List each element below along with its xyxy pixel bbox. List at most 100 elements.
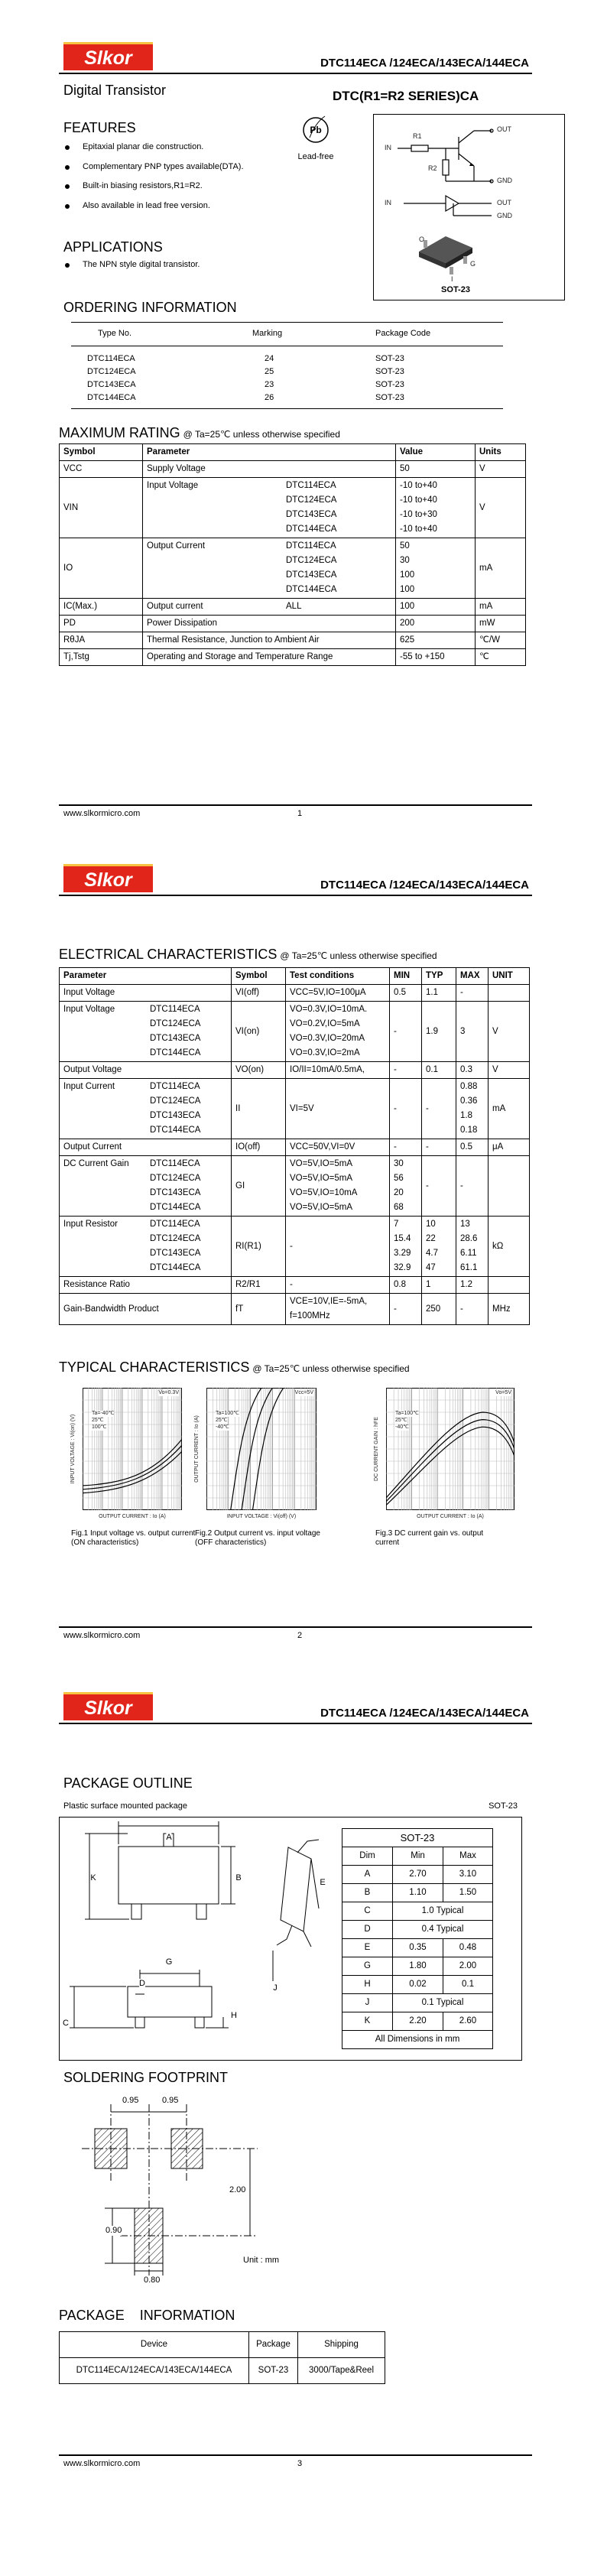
rule [59,2454,532,2456]
figure-legend: Ta=-40℃ [92,1411,115,1418]
table-row: C 1.0 Typical [342,1902,493,1921]
device-name: DTC124ECA [150,1174,201,1183]
table-cell: mW [475,615,526,632]
table-row: RθJA Thermal Resistance, Junction to Ambi… [59,632,526,649]
table-cell: 0.8 [389,1276,422,1294]
cell-line: 625 [400,635,415,645]
device-list: DTC114ECA DTC124ECA DTC143ECA DTC144ECA [286,479,336,537]
table-row: VIN Input Voltage DTC114ECA DTC124ECA DTC143… [59,477,526,538]
figure-caption: Fig.1 Input voltage vs. output current (… [71,1529,196,1547]
table-cell: 0.35 [392,1938,443,1957]
table-cell: B [342,1883,393,1902]
page-number: 3 [297,2459,303,2468]
table-row: IO Output Current DTC114ECA DTC124ECA DTC143… [59,538,526,599]
cell-line: 0.88 [460,1082,478,1091]
table-cell: E [342,1938,393,1957]
circuit-label: R2 [428,164,437,172]
table-cell: UNIT [488,967,530,985]
device-name: DTC124ECA [150,1234,201,1243]
device-name: DTC143ECA [150,1188,201,1197]
table-cell: 50 30 100 100 [395,538,476,599]
page-number: 1 [297,809,303,818]
cell-line: 6.11 [460,1249,477,1258]
table-cell: DTC114ECA/124ECA/143ECA/144ECA [59,2357,249,2384]
cell-line: - [290,1241,293,1251]
table-cell: VCC [59,460,143,478]
table-cell: A [342,1865,393,1884]
device-name: DTC114ECA [150,1082,200,1091]
table-row: Output Voltage VO(on) IO/II=10mA/0.5mA, -0.… [59,1061,530,1079]
table-cell: MIN [389,967,422,985]
table-cell: V [475,460,526,478]
device-name: DTC144ECA [150,1203,201,1212]
table-cell: 0.5 [456,1139,489,1156]
ordering-cell: 25 [265,367,274,376]
table-cell: Gain-Bandwidth Product [59,1293,232,1325]
table-cell: mA [475,538,526,599]
page-number: 2 [297,1631,303,1640]
rule [71,322,503,323]
figure-legend: 25℃ [216,1418,228,1424]
product-name: Digital Transistor [63,83,167,98]
dimension-table: SOT-23 Dim Min Max A 2.70 3.10 B 1.10 1.50 C 1.0 Ty… [342,1828,493,2049]
table-cell: 1.1 [421,984,456,1002]
table-cell: 625 [395,632,476,649]
table-cell: 10 22 4.7 47 [421,1216,456,1277]
table-row: J 0.1 Typical [342,1993,493,2012]
table-cell: Package [248,2331,298,2358]
bullet [65,145,70,150]
table-cell: R2/R1 [231,1276,286,1294]
footer-url: www.slkormicro.com [63,2459,141,2468]
table-cell [488,1155,530,1217]
parameter-name: Output current [147,602,203,611]
header-title: DTC114ECA /124ECA/143ECA/144ECA [320,1707,529,1720]
outline-package: SOT-23 [489,1801,518,1811]
table-cell: IO/II=10mA/0.5mA, [285,1061,390,1079]
cell-line: 200 [400,619,415,628]
table-row: H 0.02 0.1 [342,1975,493,1994]
cell-line: 47 [426,1263,436,1272]
cell-line: IO/II=10mA/0.5mA, [290,1065,365,1074]
cell-line: 0.36 [460,1096,478,1106]
cell-line: VO=0.3V,IO=2mA [290,1048,360,1057]
cell-line: -55 to +150 [400,652,445,661]
table-cell: ℃/W [475,632,526,649]
table-cell: PD [59,615,143,632]
table-cell: VCC=50V,VI=0V [285,1139,390,1156]
ordering-cell: 24 [265,354,274,363]
footprint-drawing [82,2104,258,2279]
table-cell: Input Current DTC114ECA DTC124ECA DTC143ECA… [59,1078,232,1139]
rule [59,1626,532,1628]
figure-plot [206,1388,316,1510]
table-cell: 0.02 [392,1975,443,1994]
table-cell: - [421,1078,456,1139]
table-cell: G [342,1957,393,1976]
device-name: DTC114ECA [286,541,336,551]
table-row: Input Current DTC114ECA DTC124ECA DTC143ECA… [59,1078,530,1139]
table-cell [488,1276,530,1294]
y-axis-label: DC CURRENT GAIN : hFE [373,1417,379,1481]
feature-item: Built-in biasing resistors,R1=R2. [83,181,203,190]
curve [386,1411,514,1499]
device-name: DTC143ECA [286,510,337,519]
cell-line: VO=0.3V,IO=20mA [290,1034,365,1043]
table-cell: MAX [456,967,489,985]
table-cell: 250 [421,1293,456,1325]
parameter-name: Power Dissipation [147,619,218,628]
ordering-cell: SOT-23 [375,380,404,389]
dimension-label: G [165,1957,173,1968]
dimension-label: A [166,1833,172,1843]
device-name: DTC114ECA [150,1159,200,1168]
table-cell: Units [475,443,526,461]
y-axis-label: INPUT VOLTAGE : Vi(on) (V) [70,1414,76,1484]
table-cell: - [389,1061,422,1079]
cell-line: -10 to+40 [400,525,437,534]
table-cell [488,984,530,1002]
table-row: G 1.80 2.00 [342,1957,493,1976]
table-cell: mA [475,598,526,616]
device-name: DTC143ECA [150,1111,201,1120]
table-cell: - [389,1078,422,1139]
x-axis-label: OUTPUT CURRENT : Io (A) [99,1514,166,1519]
cell-line: VO=5V,IO=5mA [290,1203,353,1212]
table-header: Parameter Symbol Test conditions MIN TYP MAX U… [59,967,530,985]
